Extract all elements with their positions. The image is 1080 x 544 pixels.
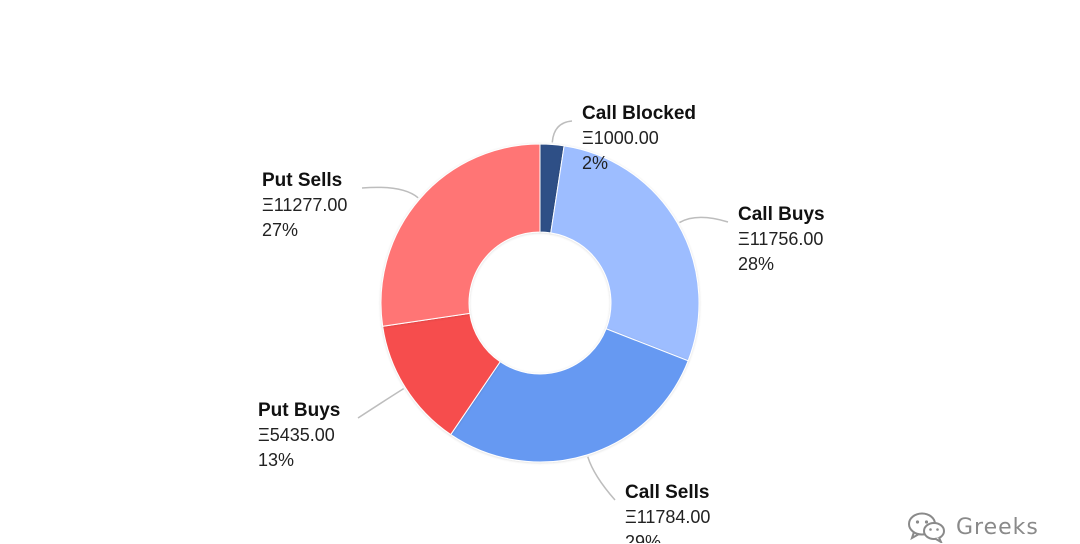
leader-lines (357, 120, 729, 501)
leader-put-buys (357, 387, 405, 419)
label-value-call-blocked: Ξ1000.00 (582, 128, 659, 148)
label-percent-call-sells: 29% (625, 532, 661, 543)
label-percent-put-buys: 13% (258, 450, 294, 470)
label-name-call-blocked: Call Blocked (582, 103, 696, 124)
leader-call-sells (587, 456, 616, 501)
slice-put-sells[interactable] (380, 143, 541, 327)
label-name-call-sells: Call Sells (625, 482, 710, 503)
slice-call-sells[interactable] (450, 328, 689, 463)
label-percent-put-sells: 27% (262, 220, 298, 240)
slice-labels: Call Blocked Ξ1000.00 2% Call Buys Ξ11756.00… (258, 103, 825, 543)
leader-put-sells (361, 186, 419, 199)
label-value-put-buys: Ξ5435.00 (258, 425, 335, 445)
label-name-put-buys: Put Buys (258, 400, 340, 421)
wechat-icon (908, 512, 945, 543)
label-name-call-buys: Call Buys (738, 204, 825, 225)
leader-call-buys (679, 216, 729, 224)
label-value-call-sells: Ξ11784.00 (625, 507, 710, 527)
watermark-text: Greeks (956, 514, 1039, 540)
label-value-put-sells: Ξ11277.00 (262, 195, 347, 215)
label-percent-call-blocked: 2% (582, 153, 608, 173)
label-value-call-buys: Ξ11756.00 (738, 229, 823, 249)
watermark: Greeks (906, 510, 1039, 544)
leader-call-blocked (551, 120, 573, 143)
label-name-put-sells: Put Sells (262, 170, 342, 191)
label-percent-call-buys: 28% (738, 254, 774, 274)
chart-slices (380, 143, 700, 463)
slice-call-buys[interactable] (550, 145, 700, 362)
